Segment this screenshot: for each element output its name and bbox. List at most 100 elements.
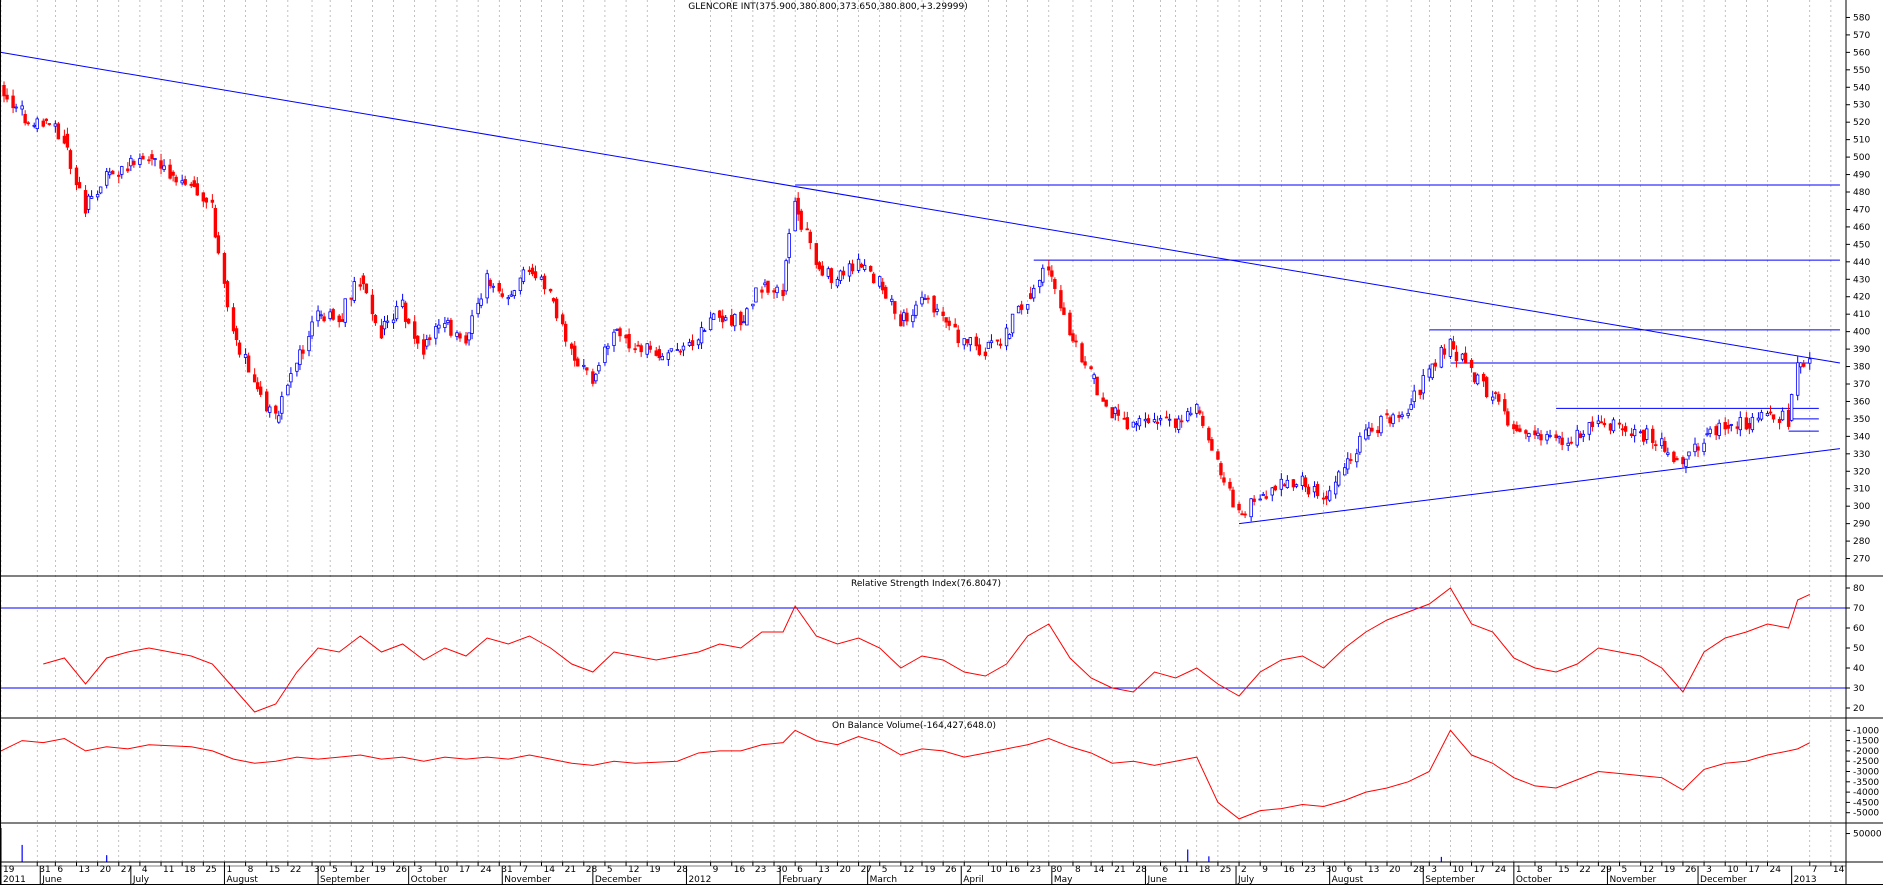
price-candle bbox=[265, 391, 269, 412]
x-day-label: 18 bbox=[1199, 865, 1211, 875]
price-candle bbox=[1025, 304, 1030, 310]
price-candle bbox=[1243, 513, 1247, 516]
price-candle bbox=[1019, 304, 1024, 310]
y-tick-label: 350 bbox=[1853, 415, 1870, 425]
price-candle bbox=[497, 283, 501, 292]
price-candle bbox=[968, 337, 973, 346]
x-day-label: 13 bbox=[818, 865, 829, 875]
price-candle bbox=[1738, 417, 1743, 431]
x-day-label: 14 bbox=[1833, 865, 1845, 875]
price-candle bbox=[627, 334, 631, 349]
x-day-label: 2 bbox=[1241, 865, 1247, 875]
price-candle bbox=[1270, 487, 1274, 496]
price-candle bbox=[1104, 399, 1108, 407]
price-candle bbox=[47, 123, 52, 125]
price-candle bbox=[1786, 409, 1791, 427]
x-day-label: 10 bbox=[1727, 865, 1739, 875]
price-candle bbox=[464, 335, 468, 344]
price-candle bbox=[859, 263, 864, 268]
price-candle bbox=[512, 290, 517, 297]
price-candle bbox=[1176, 418, 1181, 430]
price-candle bbox=[491, 285, 495, 288]
price-candle bbox=[591, 371, 595, 384]
price-candle bbox=[893, 301, 897, 314]
price-candle bbox=[1641, 429, 1646, 442]
x-day-label: 26 bbox=[945, 865, 957, 875]
price-candle bbox=[274, 405, 278, 414]
price-candle bbox=[268, 406, 272, 413]
price-candle bbox=[400, 299, 405, 308]
price-candle bbox=[150, 154, 154, 159]
price-candle bbox=[298, 349, 302, 365]
price-candle bbox=[1430, 363, 1435, 379]
price-candle bbox=[1252, 498, 1256, 502]
y-tick-label: 520 bbox=[1853, 118, 1870, 128]
price-candle bbox=[1327, 490, 1332, 501]
price-candle bbox=[1195, 403, 1199, 414]
price-candle bbox=[476, 302, 480, 315]
axis-labels: 2702802903003103203303403503603703803904… bbox=[0, 13, 1882, 885]
price-candle bbox=[1799, 362, 1803, 368]
price-candle bbox=[1536, 432, 1540, 436]
price-candle bbox=[751, 303, 755, 307]
x-day-label: 21 bbox=[1114, 865, 1125, 875]
x-month-label: 2012 bbox=[688, 875, 711, 885]
y-tick-label: 270 bbox=[1853, 555, 1870, 565]
trendline bbox=[0, 51, 1841, 364]
price-candle bbox=[1189, 412, 1193, 416]
y-tick-label: 500 bbox=[1853, 153, 1870, 163]
x-day-label: 23 bbox=[1304, 865, 1315, 875]
price-candle bbox=[370, 294, 375, 315]
x-day-label: 17 bbox=[1474, 865, 1485, 875]
price-candle bbox=[35, 118, 39, 130]
price-candle bbox=[1201, 415, 1205, 426]
price-candle bbox=[1337, 471, 1341, 486]
price-chart-title: GLENCORE INT(375.900,380.800,373.650,380… bbox=[688, 2, 968, 12]
price-candle bbox=[841, 270, 846, 276]
x-day-label: 2 bbox=[966, 865, 972, 875]
price-candle bbox=[597, 365, 601, 372]
price-candle bbox=[295, 362, 299, 372]
price-candle bbox=[1768, 411, 1773, 414]
price-candle bbox=[563, 323, 568, 342]
price-candle bbox=[878, 276, 882, 287]
y-tick-label: 20 bbox=[1853, 704, 1865, 714]
price-candle bbox=[1596, 420, 1601, 424]
price-candle bbox=[1475, 374, 1480, 385]
x-day-label: 15 bbox=[1558, 865, 1569, 875]
price-candle bbox=[120, 166, 124, 175]
price-candle bbox=[1418, 389, 1422, 396]
price-candle bbox=[1131, 421, 1136, 428]
price-candle bbox=[1645, 428, 1649, 440]
price-candle bbox=[1756, 417, 1761, 421]
price-candle bbox=[319, 314, 323, 317]
price-candle bbox=[108, 171, 112, 176]
price-candle bbox=[941, 311, 945, 317]
x-day-label: 14 bbox=[1093, 865, 1105, 875]
price-candle bbox=[742, 321, 746, 324]
price-candle bbox=[1765, 413, 1770, 417]
x-day-label: 6 bbox=[1347, 865, 1353, 875]
x-day-label: 24 bbox=[480, 865, 492, 875]
price-candle bbox=[412, 321, 417, 339]
price-candle bbox=[425, 339, 429, 347]
price-candle bbox=[554, 298, 559, 319]
y-tick-label: 540 bbox=[1853, 83, 1870, 93]
price-candle bbox=[1696, 446, 1700, 451]
y-tick-label: 450 bbox=[1853, 240, 1870, 250]
price-candle bbox=[1651, 428, 1655, 443]
price-candle bbox=[1125, 417, 1130, 430]
price-candle bbox=[14, 106, 18, 109]
price-candle bbox=[1358, 435, 1362, 453]
y-tick-label: 390 bbox=[1853, 345, 1870, 355]
price-candle bbox=[754, 287, 758, 303]
price-candle bbox=[361, 275, 366, 285]
price-candle bbox=[1324, 495, 1329, 500]
price-candle bbox=[1735, 426, 1739, 429]
price-candle bbox=[1222, 477, 1226, 483]
price-candle bbox=[911, 314, 915, 323]
price-candle bbox=[1708, 428, 1712, 434]
price-candle bbox=[1663, 440, 1667, 452]
x-day-label: 13 bbox=[1368, 865, 1379, 875]
